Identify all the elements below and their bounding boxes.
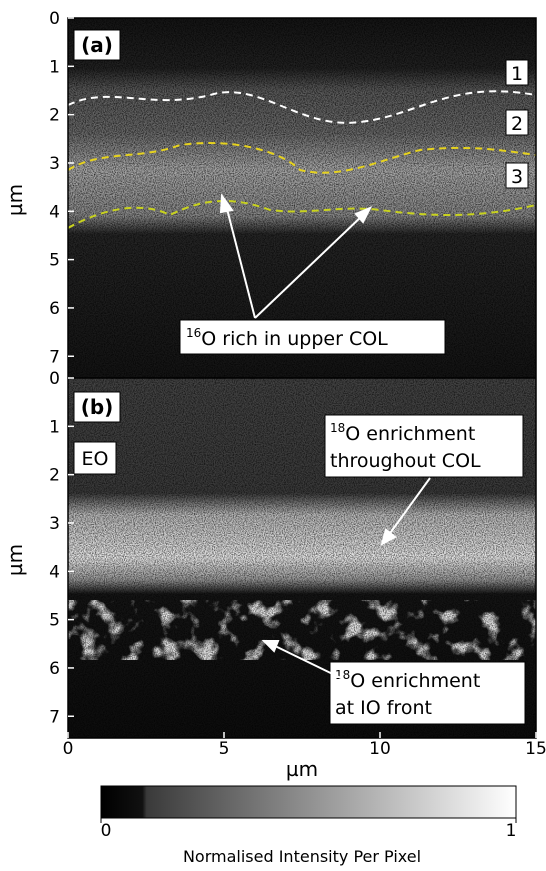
annotation-box (179, 319, 446, 355)
superscript: 18 (330, 421, 345, 435)
annotation-text: O rich in upper COL (201, 328, 388, 350)
y-tick-label: 2 (49, 466, 60, 486)
arrows-a (219, 193, 373, 319)
layer-label: 3 (511, 166, 523, 188)
y-tick-label: 4 (49, 202, 60, 222)
y-tick-label: 4 (49, 562, 60, 582)
y-tick-label: 5 (49, 251, 60, 271)
y-tick-label: 6 (49, 659, 60, 679)
y-tick-label: 7 (49, 707, 60, 727)
y-tick-label: 5 (49, 611, 60, 631)
boundary-1 (67, 90, 537, 124)
arrows-b (261, 477, 431, 681)
annotation-text: O enrichment (345, 423, 475, 445)
superscript: 16 (186, 326, 201, 340)
annotation-text: O enrichment (350, 670, 480, 692)
y-tick-label: 0 (49, 369, 60, 389)
boundary-3 (67, 200, 537, 229)
x-axis-label: µm (286, 757, 318, 781)
label-box (505, 162, 529, 189)
x-tick-label: 10 (369, 739, 391, 759)
annotation-box (329, 661, 526, 725)
annotation: 18O enrichment (330, 421, 475, 445)
panel-label: (b) (81, 395, 114, 419)
image-a-texture (68, 18, 536, 378)
y-tick-label: 0 (49, 9, 60, 29)
x-tick-label: 5 (219, 739, 230, 759)
layer-label: 2 (511, 113, 523, 135)
panel-label: (a) (81, 33, 113, 57)
superscript: 18 (335, 668, 350, 682)
y-tick-label: 3 (49, 154, 60, 174)
colorbar-tick-label: 0 (101, 821, 112, 841)
y-tick-label: 2 (49, 106, 60, 126)
y-axis-label: µm (3, 184, 27, 216)
x-tick-label: 15 (525, 739, 546, 759)
colorbar-tick-label: 1 (506, 821, 517, 841)
colorbar (100, 785, 517, 819)
y-tick-label: 1 (49, 57, 60, 77)
annotation: 18O enrichment (335, 668, 480, 692)
label-box (73, 391, 121, 423)
region-label: EO (82, 448, 109, 470)
annotation: at IO front (335, 697, 432, 719)
annotation-box (324, 414, 524, 478)
annotation: throughout COL (330, 450, 481, 472)
colorbar-label: Normalised Intensity Per Pixel (183, 847, 421, 866)
y-axis-label: µm (3, 544, 27, 576)
label-box (73, 29, 121, 61)
annotation: 16O rich in upper COL (186, 326, 388, 350)
label-box (73, 441, 117, 475)
y-tick-label: 3 (49, 514, 60, 534)
x-tick-label: 0 (63, 739, 74, 759)
layer-label: 1 (511, 63, 523, 85)
boundary-2 (67, 142, 537, 174)
y-tick-label: 6 (49, 299, 60, 319)
y-tick-label: 7 (49, 347, 60, 367)
y-tick-label: 1 (49, 417, 60, 437)
label-box (505, 59, 529, 86)
label-box (505, 109, 529, 136)
